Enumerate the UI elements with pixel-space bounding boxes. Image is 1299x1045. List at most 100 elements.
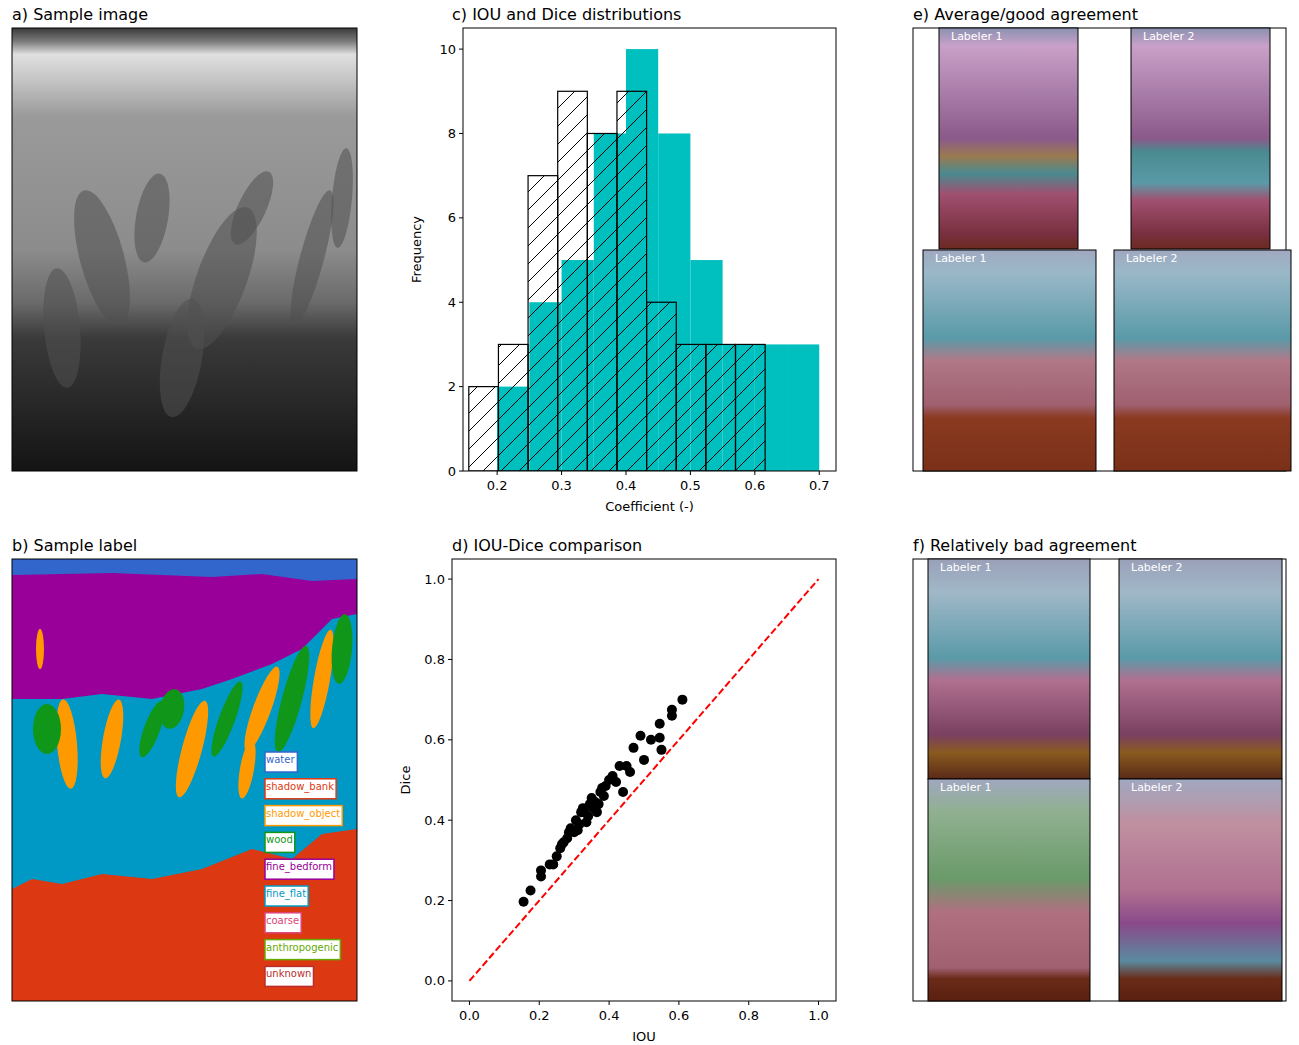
- legend-label: fine_bedform: [266, 861, 332, 873]
- legend-box: [265, 966, 313, 986]
- scatter-point: [667, 705, 677, 715]
- labeler-label: Labeler 2: [1131, 781, 1182, 794]
- panel-frame: [913, 559, 1286, 1001]
- scatter-point: [639, 755, 649, 765]
- legend-label: wood: [266, 834, 293, 845]
- y-tick: [448, 579, 452, 580]
- labeler-label: Labeler 2: [1126, 252, 1177, 265]
- x-tick: [539, 1001, 540, 1005]
- panel-title: e) Average/good agreement: [913, 5, 1138, 24]
- region-streak: [206, 679, 248, 760]
- shadow-blob: [152, 295, 212, 420]
- legend-box: [265, 940, 340, 960]
- scatter-point: [526, 886, 536, 896]
- y-tick-label: 1.0: [424, 572, 445, 587]
- x-tick-label: 0.5: [680, 478, 701, 493]
- hist-bar: [558, 91, 588, 471]
- legend-box: [265, 752, 297, 772]
- y-tick-label: 0: [448, 464, 456, 479]
- y-tick: [448, 739, 452, 740]
- y-axis-title: Dice: [398, 766, 413, 795]
- image-frame: [12, 559, 357, 1001]
- y-tick-label: 0.8: [424, 652, 445, 667]
- x-tick-label: 0.3: [551, 478, 572, 493]
- x-tick-label: 0.2: [529, 1008, 550, 1023]
- overlay-image: [1119, 779, 1282, 1001]
- labeler-label: Labeler 2: [1131, 561, 1182, 574]
- y-tick-label: 4: [448, 295, 456, 310]
- x-tick: [678, 1001, 679, 1005]
- scatter-point: [536, 865, 546, 875]
- y-tick: [448, 659, 452, 660]
- region-streak: [33, 704, 61, 754]
- region-streak: [268, 643, 316, 754]
- y-tick: [459, 217, 463, 218]
- overlay-image: [939, 28, 1078, 249]
- legend-label: shadow_bank: [266, 781, 334, 793]
- legend-label: anthropogenic: [266, 942, 338, 953]
- y-tick-label: 0.2: [424, 893, 445, 908]
- y-tick-label: 0.6: [424, 732, 445, 747]
- labeler-label: Labeler 1: [935, 252, 986, 265]
- x-tick-label: 0.6: [744, 478, 765, 493]
- overlay-image: [928, 559, 1090, 779]
- labeler-label: Labeler 1: [951, 30, 1002, 43]
- axes: 0.20.30.40.50.60.70246810Coefficient (-)…: [409, 42, 830, 514]
- x-tick: [497, 471, 498, 475]
- overlay-image: [928, 779, 1090, 1001]
- region-streak: [157, 687, 188, 731]
- legend-box: [265, 779, 336, 799]
- label-image: [12, 559, 357, 1001]
- scatter-point: [611, 777, 621, 787]
- panel-title: b) Sample label: [12, 536, 137, 555]
- hist-bar: [528, 176, 558, 471]
- legend-label: fine_flat: [266, 888, 306, 900]
- labeler-label: Labeler 1: [940, 561, 991, 574]
- hist-bar: [587, 133, 617, 471]
- x-tick-label: 0.6: [669, 1008, 690, 1023]
- region-streak: [329, 613, 355, 684]
- hist-bar: [498, 344, 528, 471]
- x-tick: [748, 1001, 749, 1005]
- legend-box: [265, 806, 342, 826]
- reference-line: [469, 579, 818, 981]
- y-axis-title: Frequency: [409, 216, 424, 283]
- region-shadow-bank: [12, 559, 357, 1001]
- x-tick-label: 0.8: [738, 1008, 759, 1023]
- y-tick-label: 0.4: [424, 813, 445, 828]
- legend-label: unknown: [266, 968, 311, 979]
- plot-frame: [452, 559, 836, 1001]
- y-tick: [448, 980, 452, 981]
- x-tick: [690, 471, 691, 475]
- x-tick-label: 0.4: [616, 478, 637, 493]
- scatter-point: [656, 745, 666, 755]
- y-tick: [459, 49, 463, 50]
- panel-title: c) IOU and Dice distributions: [452, 5, 681, 24]
- panel-title: a) Sample image: [12, 5, 148, 24]
- labeler-label: Labeler 1: [940, 781, 991, 794]
- x-tick-label: 0.4: [599, 1008, 620, 1023]
- y-tick: [459, 133, 463, 134]
- legend-box: [265, 832, 295, 852]
- y-tick-label: 2: [448, 379, 456, 394]
- hist-bar: [617, 91, 647, 471]
- marks: [469, 579, 818, 981]
- x-axis-title: IOU: [632, 1029, 656, 1044]
- x-tick: [625, 471, 626, 475]
- y-tick: [459, 302, 463, 303]
- overlay-image: [1131, 28, 1270, 249]
- y-tick: [448, 900, 452, 901]
- y-tick: [459, 386, 463, 387]
- legend-box: [265, 913, 301, 933]
- scatter-point: [655, 733, 665, 743]
- x-tick: [818, 1001, 819, 1005]
- scatter-point: [636, 731, 646, 741]
- legend-box: [265, 859, 334, 879]
- region-streak: [96, 698, 128, 780]
- axes: 0.00.20.40.60.81.00.00.20.40.60.81.0IOUD…: [398, 572, 829, 1044]
- overlay-image: [1119, 559, 1282, 779]
- legend-box: [265, 886, 308, 906]
- scatter-point: [519, 897, 529, 907]
- y-tick-label: 0.0: [424, 973, 445, 988]
- hist-bar: [676, 344, 706, 471]
